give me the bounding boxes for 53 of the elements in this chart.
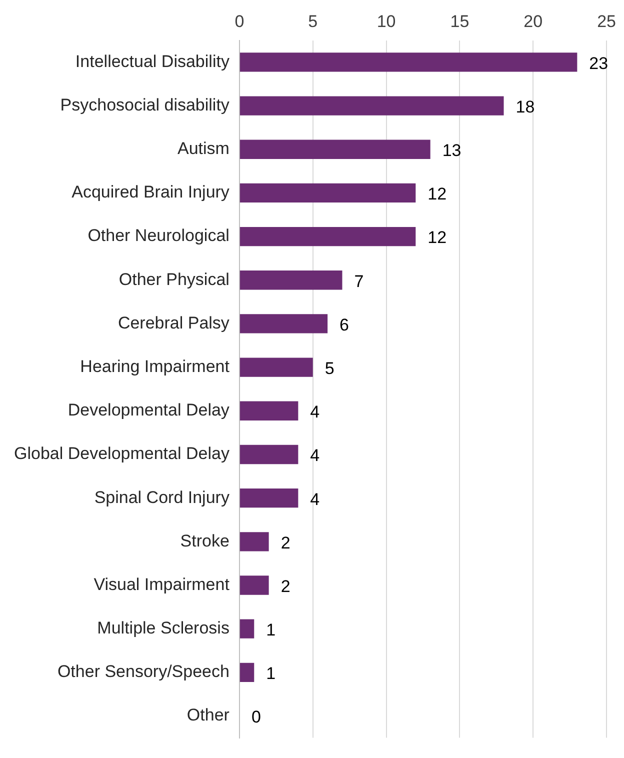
data-label: 0 <box>251 708 261 727</box>
bar <box>240 96 504 116</box>
data-label: 23 <box>589 54 608 73</box>
data-label: 2 <box>280 576 290 596</box>
y-tick-label: Cerebral Palsy <box>118 313 230 332</box>
bar <box>240 183 416 203</box>
data-label: 12 <box>428 184 447 204</box>
bar <box>240 358 313 377</box>
y-tick-label: Autism <box>177 139 230 158</box>
y-tick-label: Spinal Cord Injury <box>94 488 230 507</box>
data-label: 2 <box>280 533 290 552</box>
y-tick-label: Developmental Delay <box>68 400 230 420</box>
bar <box>240 488 298 508</box>
x-tick-label: 20 <box>524 12 543 31</box>
y-tick-label: Other Sensory/Speech <box>57 662 230 682</box>
data-label: 7 <box>354 272 364 291</box>
bar <box>240 226 416 246</box>
y-tick-label: Hearing Impairment <box>80 356 230 376</box>
y-tick-label: Psychosocial disability <box>60 95 230 114</box>
bar <box>240 401 298 420</box>
bar <box>240 532 269 552</box>
data-label: 4 <box>310 446 320 466</box>
x-tick-label: 0 <box>234 12 244 31</box>
bar <box>240 140 430 159</box>
data-label: 12 <box>428 228 447 248</box>
y-tick-label: Intellectual Disability <box>75 52 230 71</box>
data-label: 4 <box>310 402 320 422</box>
y-tick-label: Other <box>186 706 230 725</box>
data-label: 1 <box>266 664 276 684</box>
y-tick-label: Visual Impairment <box>94 574 230 594</box>
y-tick-label: Stroke <box>180 531 230 550</box>
bar <box>240 576 269 595</box>
bar <box>240 619 254 638</box>
bar <box>240 314 328 334</box>
data-label: 18 <box>516 97 535 116</box>
bar <box>240 662 254 682</box>
x-tick-label: 15 <box>450 12 470 31</box>
x-tick-label: 5 <box>308 12 318 31</box>
x-tick-label: 10 <box>376 12 396 31</box>
x-tick-label: 25 <box>597 12 616 31</box>
data-label: 13 <box>442 141 462 160</box>
data-label: 5 <box>324 358 334 378</box>
y-tick-label: Other Neurological <box>88 226 230 246</box>
y-tick-label: Multiple Sclerosis <box>97 618 230 638</box>
y-tick-label: Other Physical <box>118 270 230 289</box>
y-tick-label: Global Developmental Delay <box>14 444 230 464</box>
bar <box>240 52 578 72</box>
bar <box>240 270 342 290</box>
bar <box>240 444 298 464</box>
data-label: 4 <box>310 490 320 509</box>
data-label: 6 <box>340 315 350 334</box>
data-label: 1 <box>266 620 276 640</box>
y-tick-label: Acquired Brain Injury <box>72 182 230 202</box>
